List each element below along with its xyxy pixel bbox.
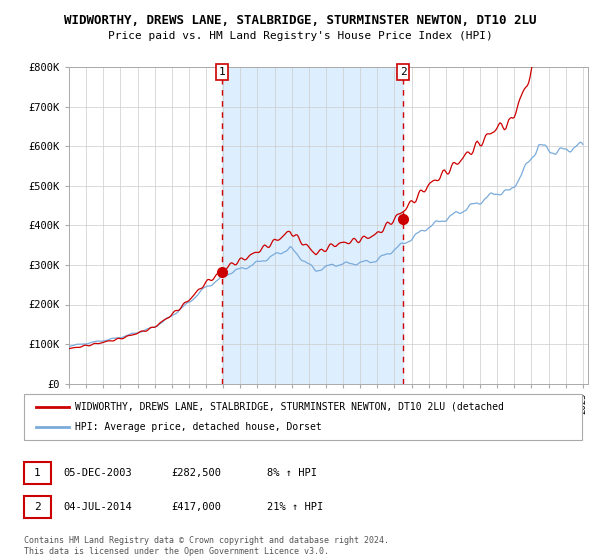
Text: £282,500: £282,500: [171, 468, 221, 478]
Text: 1: 1: [34, 468, 41, 478]
Text: Price paid vs. HM Land Registry's House Price Index (HPI): Price paid vs. HM Land Registry's House …: [107, 31, 493, 41]
Text: 8% ↑ HPI: 8% ↑ HPI: [267, 468, 317, 478]
Text: 21% ↑ HPI: 21% ↑ HPI: [267, 502, 323, 512]
Text: 2: 2: [34, 502, 41, 512]
Text: WIDWORTHY, DREWS LANE, STALBRIDGE, STURMINSTER NEWTON, DT10 2LU (detached: WIDWORTHY, DREWS LANE, STALBRIDGE, STURM…: [75, 402, 504, 412]
Text: £417,000: £417,000: [171, 502, 221, 512]
Bar: [222, 67, 403, 384]
Text: HPI: Average price, detached house, Dorset: HPI: Average price, detached house, Dors…: [75, 422, 322, 432]
Text: Contains HM Land Registry data © Crown copyright and database right 2024.
This d: Contains HM Land Registry data © Crown c…: [24, 536, 389, 556]
Text: 04-JUL-2014: 04-JUL-2014: [63, 502, 132, 512]
Text: 2: 2: [400, 67, 406, 77]
Text: 05-DEC-2003: 05-DEC-2003: [63, 468, 132, 478]
Text: WIDWORTHY, DREWS LANE, STALBRIDGE, STURMINSTER NEWTON, DT10 2LU: WIDWORTHY, DREWS LANE, STALBRIDGE, STURM…: [64, 14, 536, 27]
Text: 1: 1: [218, 67, 225, 77]
